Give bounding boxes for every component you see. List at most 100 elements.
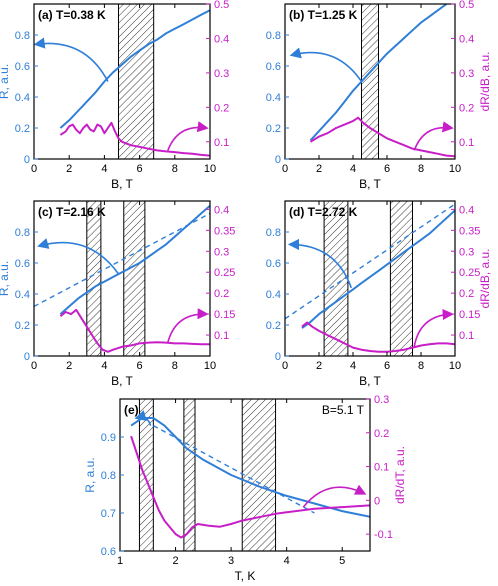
left-axis-arrow [134, 410, 152, 426]
left-axis-arrow [33, 37, 109, 82]
right-y-tick-label: 0.2 [214, 288, 229, 300]
left-y-tick-label: 0.9 [101, 432, 116, 444]
x-tick-label: 3 [228, 555, 234, 567]
left-y-tick-label: 0 [24, 351, 30, 363]
resistance-series-2 [285, 203, 455, 320]
left-y-tick-label: 0.8 [266, 227, 281, 239]
hatch-region-1 [323, 200, 349, 357]
plot-frame [33, 3, 211, 160]
right-y-tick-label: 0 [374, 495, 380, 507]
right-y-tick-label: -0.1 [374, 529, 393, 541]
left-y-tick-label: 0.2 [266, 320, 281, 332]
right-y-tick-label: 0.2 [374, 428, 389, 440]
derivative-series-2 [59, 121, 210, 157]
plot-frame [284, 200, 456, 357]
right-y-tick-label: 0.2 [214, 102, 229, 114]
derivative-series-3 [59, 308, 210, 353]
right-y-axis-label: dR/dB, a.u. [478, 51, 492, 111]
right-y-tick-label: 0.25 [214, 267, 235, 279]
derivative-series-2 [309, 116, 455, 158]
x-tick-label: 6 [137, 163, 143, 175]
derivative-series-3 [301, 321, 455, 353]
right-y-tick-label: 0.1 [459, 137, 474, 149]
chart-panel-1: 0 2 4 6 8 10 0 0.2 0.4 0.6 0.8 0.1 0.2 0.3 0.4 0.5 B, T R… [0, 0, 229, 191]
x-tick-label: 6 [137, 360, 143, 372]
left-y-tick-label: 0 [24, 154, 30, 166]
resistance-series-2 [34, 212, 210, 308]
right-y-tick-label: 0.4 [459, 33, 474, 45]
x-axis-label: B, T [111, 177, 133, 191]
panel-label: (c) T=2.16 K [38, 205, 106, 219]
plot-frame [33, 200, 211, 357]
resistance-series-1 [130, 417, 370, 518]
right-y-tick-label: 0.4 [459, 204, 474, 216]
right-y-tick-label: 0.25 [459, 267, 480, 279]
left-y-tick-label: 0.2 [15, 320, 30, 332]
left-y-tick-label: 0.8 [15, 30, 30, 42]
right-y-tick-label: 0.3 [374, 394, 389, 406]
left-y-axis-label: R, a.u. [83, 457, 97, 492]
panel-label: (d) T=2.72 K [289, 205, 358, 219]
right-y-tick-label: 0.3 [214, 246, 229, 258]
left-y-tick-label: 0.6 [266, 61, 281, 73]
x-tick-label: 4 [350, 163, 356, 175]
right-y-tick-label: 0.1 [374, 462, 389, 474]
hatch-region-1 [361, 3, 379, 160]
hatch-region-3 [241, 398, 277, 552]
left-y-tick-label: 0.2 [15, 123, 30, 135]
chart-panel-4: 0 2 4 6 8 10 0 0.2 0.4 0.6 0.8 0.1 0.15 0.2 0.25 0.3 0.3… [266, 200, 492, 388]
x-tick-label: 8 [418, 360, 424, 372]
right-axis-arrow [413, 308, 454, 347]
right-y-axis-label: dR/dB, a.u. [478, 248, 492, 308]
right-y-tick-label: 0.15 [214, 309, 235, 321]
right-axis-arrow [413, 121, 454, 151]
x-tick-label: 0 [282, 163, 288, 175]
x-axis-label: T, K [235, 569, 256, 583]
x-tick-label: 6 [384, 360, 390, 372]
left-y-tick-label: 0.6 [15, 61, 30, 73]
x-tick-label: 8 [418, 163, 424, 175]
resistance-series-1 [301, 209, 455, 329]
chart-panel-3: 0 2 4 6 8 10 0 0.2 0.4 0.6 0.8 0.1 0.15 0.2 0.25 0.3 0.3… [0, 200, 235, 388]
x-tick-label: 8 [172, 360, 178, 372]
x-tick-label: 10 [449, 360, 461, 372]
panel-label: (b) T=1.25 K [289, 8, 358, 22]
x-tick-label: 10 [449, 163, 461, 175]
x-tick-label: 6 [384, 163, 390, 175]
hatch-region-2 [183, 398, 196, 552]
resistance-series-2 [152, 424, 315, 514]
right-y-tick-label: 0.3 [459, 246, 474, 258]
x-tick-label: 1 [117, 555, 123, 567]
left-y-tick-label: 0.4 [15, 289, 30, 301]
left-y-tick-label: 0.6 [266, 258, 281, 270]
left-y-tick-label: 0.6 [101, 546, 116, 558]
chart-panel-5: 1 2 3 4 5 0.6 0.7 0.8 0.9 -0.1 0 0.1 0.2 0.3 T, K R, a.… [83, 394, 407, 583]
right-y-tick-label: 0.4 [214, 33, 229, 45]
x-tick-label: 2 [172, 555, 178, 567]
x-tick-label: 10 [204, 360, 216, 372]
chart-panel-2: 0 2 4 6 8 10 0 0.2 0.4 0.6 0.8 0.1 0.2 0.3 0.4 0.5 B, T d… [266, 0, 492, 191]
left-y-tick-label: 0.8 [266, 30, 281, 42]
left-axis-arrow [289, 47, 363, 82]
left-axis-arrow [287, 238, 353, 289]
x-tick-label: 2 [316, 360, 322, 372]
x-tick-label: 2 [66, 360, 72, 372]
x-tick-label: 2 [66, 163, 72, 175]
right-y-tick-label: 0.35 [459, 225, 480, 237]
hatch-region-1 [86, 200, 102, 357]
right-y-tick-label: 0.3 [459, 68, 474, 80]
left-y-tick-label: 0.8 [101, 470, 116, 482]
derivative-series-3 [130, 435, 370, 539]
right-y-tick-label: 0.1 [214, 330, 229, 342]
right-y-tick-label: 0.2 [459, 288, 474, 300]
x-axis-label: B, T [359, 177, 381, 191]
x-tick-label: 5 [339, 555, 345, 567]
x-tick-label: 2 [316, 163, 322, 175]
left-y-axis-label: R, a.u. [0, 261, 11, 296]
x-tick-label: 0 [31, 360, 37, 372]
left-y-tick-label: 0.8 [15, 227, 30, 239]
right-y-tick-label: 0.15 [459, 309, 480, 321]
x-tick-label: 4 [101, 360, 107, 372]
panel-label: (e) [124, 403, 139, 417]
x-axis-label: B, T [111, 374, 133, 388]
